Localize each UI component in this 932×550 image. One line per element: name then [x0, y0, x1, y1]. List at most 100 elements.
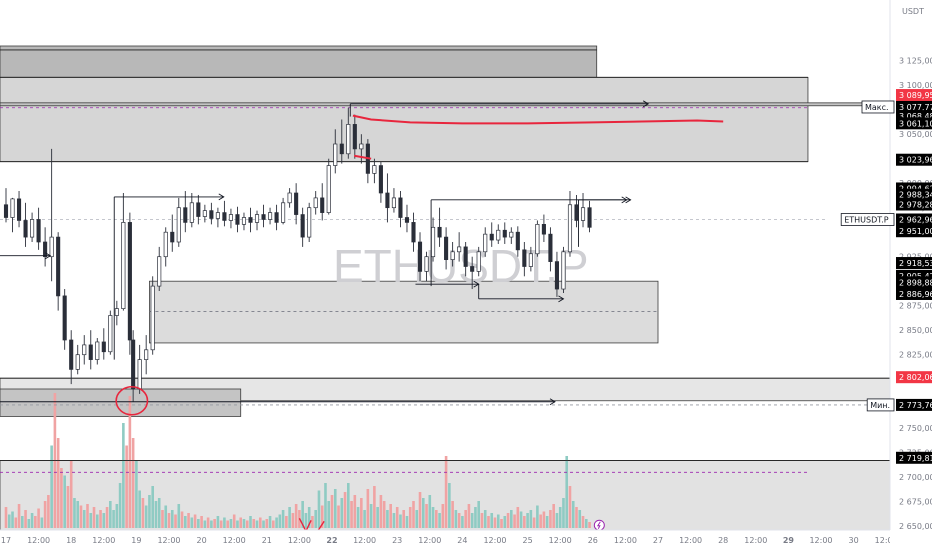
volume-bar: [216, 516, 220, 528]
volume-bar: [95, 514, 99, 528]
time-axis-background: [0, 530, 932, 550]
price-tag: 2 886,96: [896, 287, 932, 300]
time-tick-label: 21: [262, 536, 272, 545]
volume-bar: [519, 511, 523, 528]
candle: [476, 246, 481, 277]
candle-body: [69, 339, 74, 370]
price-tag-box: [896, 100, 932, 113]
volume-bar: [281, 510, 285, 528]
price-tag-box: [896, 276, 932, 289]
price-tag-box: [896, 89, 932, 102]
volume-bar: [301, 501, 304, 528]
candle: [114, 300, 119, 326]
price-tag-value: 2 978,28: [899, 200, 932, 209]
candle-body: [228, 214, 233, 221]
volume-bar: [350, 501, 353, 528]
candle: [444, 227, 449, 270]
candle-layer: [3, 107, 592, 402]
time-tick-label: 22: [326, 536, 337, 545]
candle: [333, 129, 338, 174]
price-tag-box: [896, 198, 932, 211]
candle-body: [489, 233, 494, 241]
price-tag: 2 951,00: [896, 225, 932, 238]
volume-bar: [373, 486, 376, 528]
volume-bar: [99, 510, 102, 528]
candle-body: [281, 202, 286, 223]
candle-body: [137, 359, 142, 390]
volume-bar: [428, 495, 432, 528]
volume-bar: [223, 517, 226, 528]
volume-bar: [568, 486, 572, 528]
time-tick-label: 20: [197, 536, 207, 545]
candle-body: [75, 354, 80, 370]
candle-body: [144, 349, 149, 360]
time-tick-label: 19: [131, 536, 141, 545]
candle-body: [463, 246, 468, 267]
volume-bar: [167, 513, 171, 528]
price-tag-note: Макс.: [865, 103, 889, 112]
volume-bar: [510, 510, 513, 528]
volume-bar: [128, 396, 132, 528]
volume-bar: [448, 483, 451, 528]
candle: [554, 251, 559, 297]
volume-bar: [226, 520, 229, 528]
candle-body: [470, 266, 475, 272]
candle: [121, 193, 126, 311]
candle-body: [196, 202, 201, 217]
volume-bar: [73, 498, 76, 528]
candle: [95, 338, 100, 365]
candle: [163, 227, 168, 267]
candle: [437, 207, 442, 247]
volume-bar: [343, 492, 347, 528]
price-tag-box: [896, 188, 932, 201]
candle-body: [170, 231, 175, 243]
price-tag-note-box: [866, 398, 895, 412]
candle: [108, 310, 113, 355]
zone-box: [0, 102, 891, 107]
volume-bar: [92, 507, 96, 528]
price-tag-value: 3 023,96: [899, 156, 932, 165]
price-tick-label: 2 650,00: [899, 522, 932, 531]
volume-layer: [4, 393, 591, 528]
price-tag-note: ETHUSDT.P: [844, 215, 889, 224]
price-tick-label: 2 700,00: [899, 473, 932, 482]
price-tag-box: [896, 451, 932, 464]
red-circle: [115, 385, 149, 416]
candle: [16, 191, 22, 228]
price-tag-box: [896, 371, 932, 384]
volume-bar: [493, 517, 497, 528]
price-tag-note: Мин.: [870, 401, 890, 410]
candle: [502, 222, 507, 244]
volume-bar: [581, 516, 585, 528]
volume-bar: [105, 507, 109, 528]
volume-bar: [477, 501, 480, 528]
price-tick-label: 2 675,00: [899, 498, 932, 507]
candle: [398, 191, 403, 228]
volume-bar: [467, 504, 471, 528]
volume-bar: [255, 520, 259, 528]
candle-body: [548, 233, 553, 262]
volume-bar: [141, 498, 145, 528]
time-tick-label: 17: [1, 536, 11, 545]
candle: [417, 232, 423, 282]
volume-bar: [431, 507, 435, 528]
price-tick-label: 3 125,00: [899, 57, 932, 66]
volume-bar: [565, 456, 569, 528]
candle: [580, 193, 586, 228]
volume-bar: [151, 486, 154, 528]
volume-bar: [405, 516, 409, 528]
volume-bar: [184, 516, 187, 528]
time-tick-label: 12:00: [549, 536, 572, 545]
price-tag: 3 077,77 Макс.: [861, 100, 932, 114]
volume-bar: [526, 513, 529, 528]
volume-bar: [376, 507, 379, 528]
price-tag: 3 061,10: [896, 117, 932, 130]
volume-bar: [347, 483, 350, 528]
volume-bar: [500, 519, 503, 528]
currency-label[interactable]: USDT: [902, 7, 924, 16]
candle-body: [424, 256, 429, 272]
candle: [352, 114, 357, 159]
candle: [391, 188, 396, 213]
price-tag-value: 2 988,34: [899, 191, 932, 200]
